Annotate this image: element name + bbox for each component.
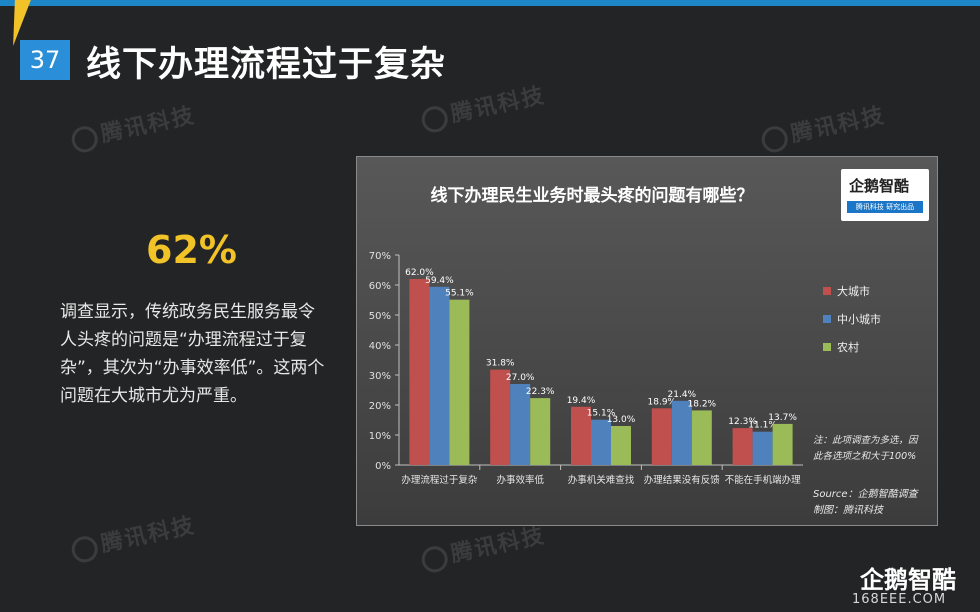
- data-label: 18.2%: [688, 399, 717, 409]
- y-tick-label: 30%: [369, 371, 391, 382]
- data-label: 11.1%: [748, 421, 777, 431]
- x-tick-label: 办理流程过于复杂: [401, 474, 478, 486]
- data-label: 31.8%: [486, 359, 515, 369]
- watermark-logo-icon: [69, 533, 101, 565]
- data-label: 19.4%: [567, 396, 596, 406]
- watermark-logo-icon: [69, 123, 101, 155]
- chart-source: Source：企鹅智酷调查 制图：腾讯科技: [813, 487, 918, 519]
- watermark: 腾讯科技: [68, 507, 198, 565]
- data-label: 22.3%: [526, 387, 555, 397]
- bar-chart: 0% 10% 20% 30% 40% 50% 60% 70% 62.0%59.4% 55.1% 办理…: [369, 251, 881, 486]
- bar: [752, 431, 773, 465]
- brand-logo: 企鹅智酷 腾讯科技 研究出品: [841, 169, 929, 221]
- site-url: 168EEE.COM: [852, 592, 947, 607]
- bar: [671, 400, 692, 465]
- data-label: 18.9%: [648, 397, 677, 407]
- logo-text: 企鹅智酷: [849, 177, 910, 195]
- bar: [449, 299, 470, 465]
- logo-subtext: 腾讯科技 研究出品: [847, 201, 923, 213]
- bar: [691, 410, 712, 465]
- bar: [490, 369, 511, 465]
- data-label: 13.7%: [768, 413, 797, 423]
- y-tick-label: 50%: [369, 311, 391, 322]
- legend-label: 大城市: [837, 284, 870, 298]
- chart-panel: 0% 10% 20% 30% 40% 50% 60% 70% 62.0% 59.4% 55.1% 办理…: [356, 156, 938, 526]
- y-tick-label: 60%: [369, 281, 391, 292]
- y-tick-label: 0%: [375, 461, 391, 472]
- chart-note: 注：此项调查为多选，因 此各选项之和大于100%: [813, 433, 933, 465]
- page-title: 线下办理流程过于复杂: [86, 45, 447, 85]
- brand-logo-text: 企鹅智酷: [860, 566, 956, 594]
- bar: [571, 406, 591, 465]
- note-line: 注：此项调查为多选，因: [813, 435, 918, 446]
- legend-swatch: [823, 343, 831, 351]
- y-tick-label: 40%: [369, 341, 391, 352]
- x-tick-label: 办事机关难查找: [568, 474, 635, 486]
- y-tick-label: 70%: [369, 251, 391, 262]
- y-tick-label: 10%: [369, 431, 391, 442]
- data-label: 55.1%: [445, 289, 474, 299]
- data-label: 62.0%: [405, 268, 434, 278]
- watermark: 腾讯科技: [68, 97, 198, 155]
- bar: [409, 279, 430, 465]
- data-label: 59.4%: [425, 276, 454, 286]
- description-text: 调查显示，传统政务民生服务最令人头疼的问题是“办理流程过于复杂”，其次为“办事效…: [60, 302, 325, 406]
- x-tick-label: 不能在手机端办理: [725, 474, 802, 486]
- data-label: 12.3%: [728, 417, 757, 427]
- data-label: 21.4%: [668, 390, 697, 400]
- bar: [772, 423, 793, 465]
- legend-swatch: [823, 315, 831, 323]
- chart-title: 线下办理民生业务时最头疼的问题有哪些？: [430, 186, 754, 206]
- note-line: 此各选项之和大于100%: [813, 451, 917, 462]
- watermark-logo-icon: [419, 103, 451, 135]
- bar: [651, 408, 672, 465]
- data-label: 27.0%: [506, 373, 535, 383]
- legend-label: 中小城市: [837, 312, 881, 326]
- data-label: 13.0%: [607, 415, 636, 425]
- legend-swatch: [823, 287, 831, 295]
- watermark-logo-icon: [759, 123, 791, 155]
- watermark-logo-icon: [419, 543, 451, 575]
- data-label: 15.1%: [587, 409, 616, 419]
- slide-number-badge: 37: [20, 40, 70, 80]
- source-line: Source：企鹅智酷调查: [813, 489, 918, 500]
- bar: [510, 384, 531, 465]
- watermark: 腾讯科技: [758, 97, 888, 155]
- x-tick-label: 办事效率低: [496, 474, 544, 486]
- y-tick-label: 20%: [369, 401, 391, 412]
- bar: [591, 419, 611, 465]
- bar: [530, 398, 551, 465]
- legend-label: 农村: [837, 340, 859, 354]
- bar: [732, 428, 753, 465]
- bar: [611, 426, 631, 465]
- bar: [429, 286, 450, 465]
- top-accent-bar: [0, 0, 980, 6]
- highlight-percentage: 62%: [146, 228, 237, 272]
- made-by-line: 制图：腾讯科技: [813, 505, 883, 516]
- x-tick-label: 办理结果没有反馈: [644, 474, 721, 486]
